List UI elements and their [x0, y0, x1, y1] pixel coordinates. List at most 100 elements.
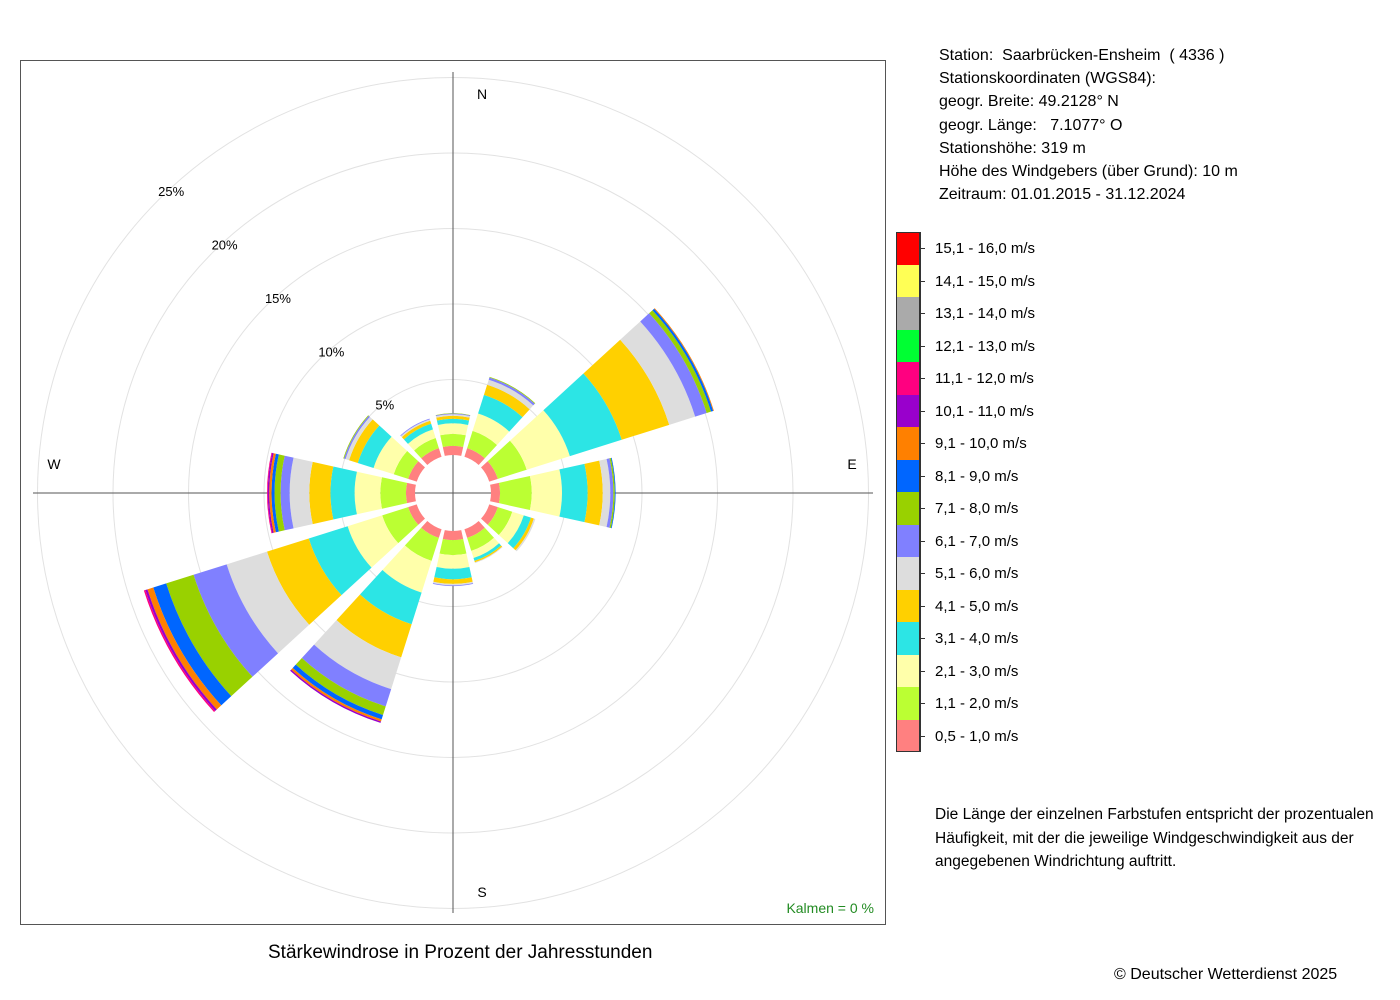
legend-tick — [920, 508, 925, 509]
sector-120-class-2 — [487, 507, 513, 535]
sector-240-class-10 — [147, 587, 222, 710]
sector-180-class-2 — [439, 538, 467, 556]
sector-330-class-4 — [403, 423, 433, 444]
legend-label: 0,5 - 1,0 m/s — [935, 727, 1019, 745]
legend-label: 7,1 - 8,0 m/s — [935, 500, 1019, 517]
sector-150-class-6 — [474, 546, 503, 564]
station-info: Station: Saarbrücken-Ensheim ( 4336 ) St… — [939, 44, 1238, 206]
legend-swatch — [896, 232, 920, 265]
legend-item: 13,1 - 14,0 m/s — [896, 297, 1096, 330]
sector-90-class-4 — [559, 463, 588, 523]
sector-210-class-5 — [336, 594, 412, 658]
legend-item: 15,1 - 16,0 m/s — [896, 232, 1096, 265]
sector-30-class-1 — [464, 448, 485, 465]
sector-30-class-7 — [488, 377, 535, 406]
sector-270-class-11 — [267, 452, 274, 534]
sector-210-class-4 — [359, 570, 422, 625]
sector-30-class-3 — [472, 413, 510, 445]
legend-tick — [920, 313, 925, 314]
sector-90 — [490, 457, 616, 529]
sector-150-class-4 — [473, 543, 502, 561]
wind-sectors — [143, 308, 714, 723]
legend-swatch — [896, 297, 920, 330]
sector-60-class-2 — [487, 440, 527, 479]
legend-swatch — [896, 557, 920, 590]
sector-210-class-1 — [421, 521, 442, 538]
radial-tick-label-5: 5% — [375, 398, 394, 413]
sector-60-class-8 — [649, 310, 712, 414]
sector-240-class-9 — [153, 583, 232, 706]
calm-label: Kalmen = 0 % — [786, 900, 874, 916]
sector-180-class-5 — [433, 577, 473, 584]
sector-270-class-8 — [274, 454, 285, 532]
sector-60-class-5 — [583, 339, 670, 440]
legend-tick — [920, 638, 925, 639]
legend-tick — [920, 280, 925, 282]
legend-label: 3,1 - 4,0 m/s — [935, 630, 1019, 647]
explanation-note: Die Länge der einzelnen Farbstufen entsp… — [935, 806, 1374, 870]
legend-label: 14,1 - 15,0 m/s — [935, 272, 1036, 290]
legend-label: 1,1 - 2,0 m/s — [935, 695, 1019, 712]
legend-swatch — [896, 492, 920, 525]
sector-0-class-6 — [435, 414, 471, 418]
legend-item: 11,1 - 12,0 m/s — [896, 362, 1096, 395]
compass-label-east: E — [847, 456, 856, 472]
sector-90-class-3 — [529, 469, 562, 517]
legend-swatch — [896, 427, 920, 460]
legend-label: 4,1 - 5,0 m/s — [935, 597, 1019, 615]
sector-90-class-9 — [610, 457, 616, 529]
legend-tick — [920, 540, 925, 542]
sector-330 — [400, 418, 442, 465]
sector-270-class-6 — [289, 457, 313, 529]
sector-30-class-6 — [487, 379, 534, 410]
sector-150-class-2 — [467, 527, 494, 551]
legend-swatch — [896, 394, 920, 427]
legend-item: 7,1 - 8,0 m/s — [896, 492, 1096, 525]
legend-item: 4,1 - 5,0 m/s — [896, 589, 1096, 622]
legend-tick — [920, 475, 925, 477]
station-latitude: geogr. Breite: 49.2128° N — [939, 93, 1119, 111]
sector-210-class-7 — [301, 644, 392, 707]
sector-60 — [481, 308, 714, 482]
legend-label: 15,1 - 16,0 m/s — [935, 240, 1036, 257]
sector-270-class-10 — [269, 453, 276, 533]
sector-210 — [290, 521, 442, 723]
time-period: Zeitraum: 01.01.2015 - 31.12.2024 — [939, 186, 1186, 204]
sector-240-class-6 — [226, 551, 310, 654]
sector-210-class-6 — [314, 620, 402, 690]
legend-label: 10,1 - 11,0 m/s — [935, 402, 1034, 420]
radial-tick-label-25: 25% — [158, 184, 184, 199]
sector-0-class-2 — [440, 433, 466, 448]
compass-axes — [33, 72, 873, 913]
sector-90-class-5 — [584, 460, 603, 526]
compass-label-north: N — [477, 86, 487, 102]
legend-label: 11,1 - 12,0 m/s — [935, 370, 1034, 387]
sector-60-class-1 — [481, 461, 498, 482]
sector-30 — [464, 376, 536, 465]
sector-240-class-4 — [308, 526, 372, 596]
sector-270 — [267, 452, 416, 534]
legend-item: 6,1 - 7,0 m/s — [896, 524, 1096, 557]
legend-item: 3,1 - 4,0 m/s — [896, 622, 1096, 655]
legend-tick — [920, 345, 925, 347]
sector-270-class-3 — [354, 471, 382, 515]
legend-item: 14,1 - 15,0 m/s — [896, 264, 1096, 297]
sector-30-class-2 — [467, 430, 498, 459]
legend-item: 10,1 - 11,0 m/s — [896, 394, 1096, 427]
legend-tick — [920, 410, 925, 412]
sector-180-class-7 — [432, 583, 474, 587]
station-coords-heading: Stationskoordinaten (WGS84): — [939, 70, 1156, 88]
legend-tick — [920, 573, 925, 574]
sector-180-class-3 — [436, 553, 470, 569]
radial-tick-label-10: 10% — [318, 344, 344, 359]
sector-240-class-8 — [166, 574, 253, 697]
sector-300 — [343, 415, 425, 482]
sector-120-class-1 — [481, 504, 498, 525]
sector-270-class-5 — [309, 461, 334, 525]
legend-swatch — [896, 622, 920, 655]
legend-item: 9,1 - 10,0 m/s — [896, 427, 1096, 460]
radial-tick-labels: 5% 10% 15% 20% 25% — [158, 184, 394, 413]
sector-60-class-4 — [543, 373, 622, 457]
sector-90-class-2 — [498, 475, 532, 511]
sector-330-class-6 — [400, 419, 431, 438]
